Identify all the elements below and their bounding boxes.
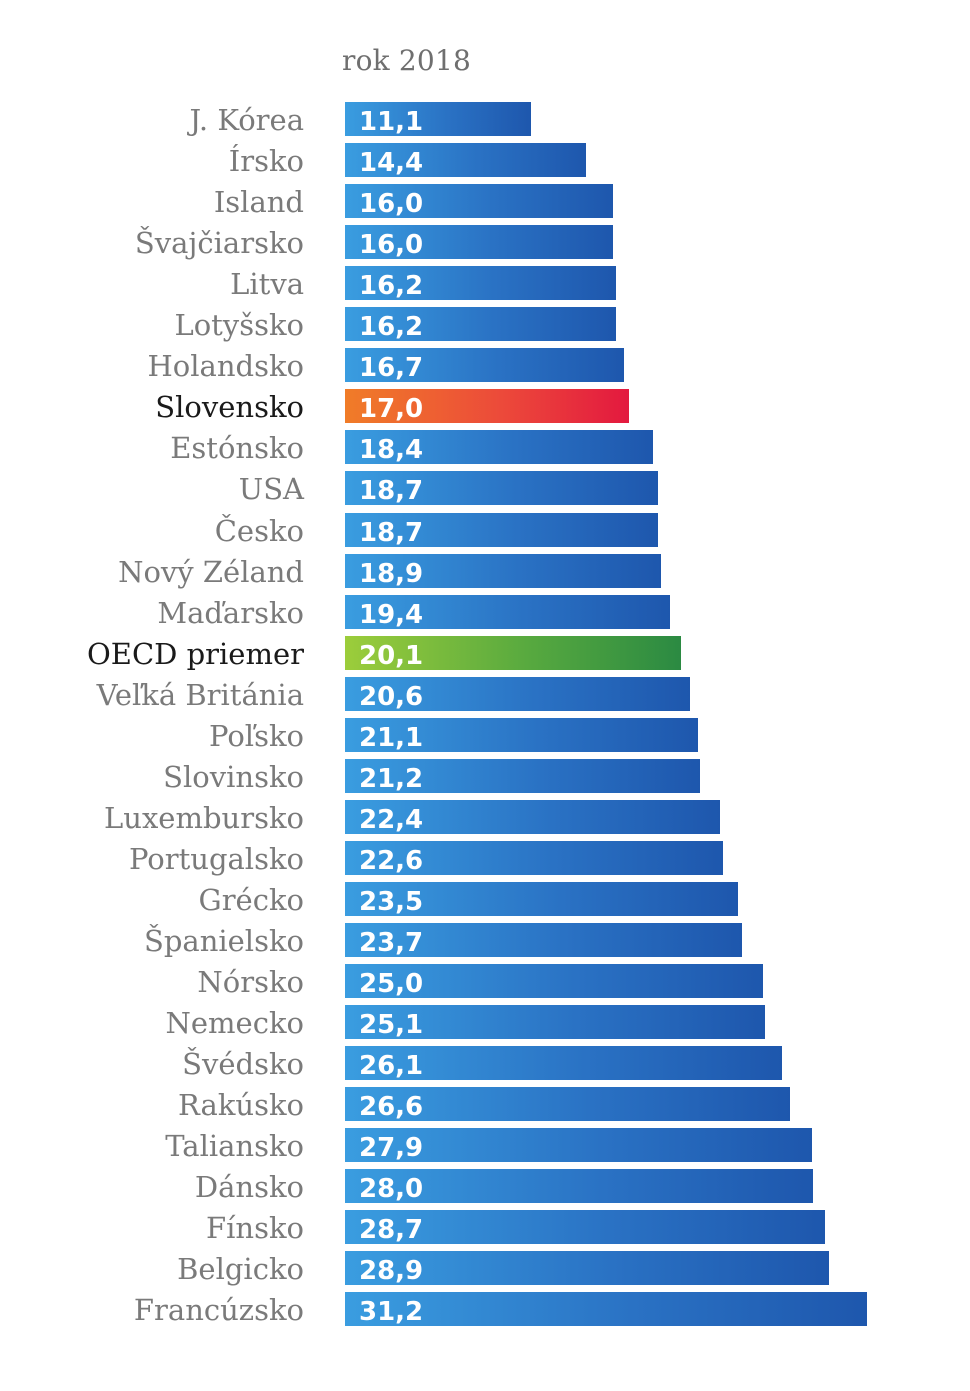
bar: 16,2	[345, 307, 616, 342]
data-label: 22,4	[359, 805, 424, 835]
data-label: 28,0	[359, 1174, 424, 1204]
category-label: Slovensko	[155, 390, 304, 424]
category-label: Švajčiarsko	[134, 226, 304, 260]
category-label: USA	[238, 472, 304, 506]
bar: 18,9	[345, 554, 661, 589]
category-label: Veľká Británia	[96, 678, 304, 712]
data-label: 26,6	[359, 1092, 424, 1122]
data-label: 18,7	[359, 476, 424, 506]
data-label: 23,7	[359, 928, 424, 958]
category-label: Belgicko	[177, 1252, 304, 1286]
chart-title: rok 2018	[342, 44, 471, 77]
bar: 20,1	[345, 636, 681, 671]
data-label: 16,2	[359, 271, 424, 301]
bar: 28,7	[345, 1210, 825, 1245]
data-label: 27,9	[359, 1133, 424, 1163]
data-label: 25,0	[359, 969, 424, 999]
bar: 14,4	[345, 143, 586, 178]
category-label: Nový Zéland	[118, 555, 304, 589]
bar: 23,7	[345, 923, 742, 958]
bar: 20,6	[345, 677, 690, 712]
data-label: 16,7	[359, 353, 424, 383]
bar: 26,6	[345, 1087, 790, 1122]
category-label: Slovinsko	[163, 760, 304, 794]
category-label: Nemecko	[165, 1006, 304, 1040]
category-label: Švédsko	[182, 1047, 304, 1081]
category-label: Nórsko	[197, 965, 304, 999]
data-label: 11,1	[359, 107, 424, 137]
bar: 18,7	[345, 513, 658, 548]
bar: 16,0	[345, 184, 613, 219]
data-label: 28,9	[359, 1256, 424, 1286]
category-label: Fínsko	[206, 1211, 304, 1245]
data-label: 25,1	[359, 1010, 424, 1040]
bar: 22,4	[345, 800, 720, 835]
category-label: Česko	[214, 514, 304, 548]
data-label: 20,1	[359, 641, 424, 671]
bar: 23,5	[345, 882, 738, 917]
category-label: Maďarsko	[157, 596, 304, 630]
data-label: 21,1	[359, 723, 424, 753]
category-label: Francúzsko	[133, 1293, 304, 1327]
bar: 21,1	[345, 718, 698, 753]
bar: 16,0	[345, 225, 613, 260]
category-label: Írsko	[228, 144, 304, 178]
bar: 28,0	[345, 1169, 813, 1204]
data-label: 26,1	[359, 1051, 424, 1081]
category-label: Poľsko	[209, 719, 304, 753]
category-label: Estónsko	[170, 431, 304, 465]
data-label: 18,9	[359, 559, 424, 589]
bar: 26,1	[345, 1046, 782, 1081]
data-label: 18,7	[359, 518, 424, 548]
category-label: Dánsko	[194, 1170, 304, 1204]
bar: 31,2	[345, 1292, 867, 1327]
data-label: 22,6	[359, 846, 424, 876]
bar: 25,1	[345, 1005, 765, 1040]
category-label: Lotyšsko	[174, 308, 304, 342]
bar: 16,2	[345, 266, 616, 301]
data-label: 18,4	[359, 435, 424, 465]
bar: 25,0	[345, 964, 763, 999]
category-label: OECD priemer	[87, 637, 304, 671]
category-label: Island	[213, 185, 304, 219]
category-label: Luxembursko	[104, 801, 304, 835]
data-label: 17,0	[359, 394, 424, 424]
data-label: 31,2	[359, 1297, 424, 1327]
data-label: 23,5	[359, 887, 424, 917]
bar: 19,4	[345, 595, 670, 630]
category-label: Litva	[230, 267, 304, 301]
bar: 27,9	[345, 1128, 812, 1163]
bar: 22,6	[345, 841, 723, 876]
bar: 11,1	[345, 102, 531, 137]
data-label: 16,0	[359, 230, 424, 260]
bar: 16,7	[345, 348, 624, 383]
data-label: 16,2	[359, 312, 424, 342]
category-label: Španielsko	[143, 924, 304, 958]
data-label: 14,4	[359, 148, 424, 178]
data-label: 19,4	[359, 600, 424, 630]
bar: 17,0	[345, 389, 629, 424]
data-label: 20,6	[359, 682, 424, 712]
category-label: Taliansko	[165, 1129, 304, 1163]
bar: 28,9	[345, 1251, 829, 1286]
category-label: Rakúsko	[178, 1088, 304, 1122]
bar: 18,4	[345, 430, 653, 465]
category-label: Grécko	[198, 883, 304, 917]
bar: 21,2	[345, 759, 700, 794]
category-label: Holandsko	[147, 349, 304, 383]
bar: 18,7	[345, 471, 658, 506]
data-label: 16,0	[359, 189, 424, 219]
category-label: Portugalsko	[128, 842, 304, 876]
data-label: 21,2	[359, 764, 424, 794]
category-label: J. Kórea	[189, 103, 304, 137]
data-label: 28,7	[359, 1215, 424, 1245]
